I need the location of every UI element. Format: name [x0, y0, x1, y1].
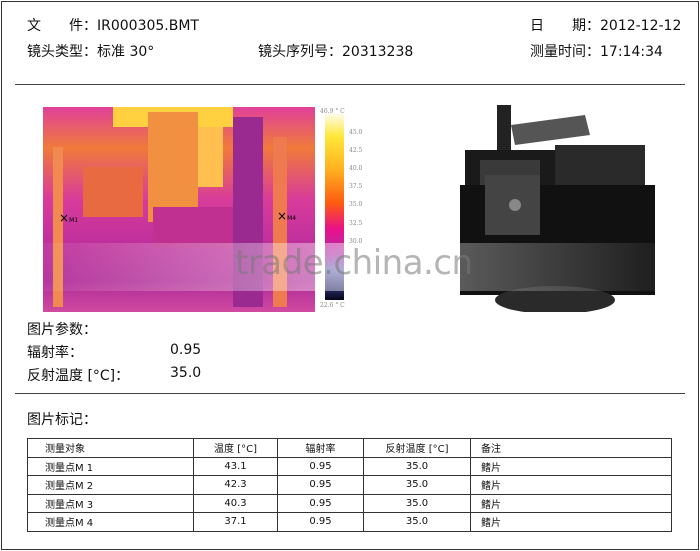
- params-title: 图片参数：: [27, 322, 97, 338]
- cell: 鳍片: [470, 493, 672, 513]
- scale-tick: 42.5: [349, 147, 363, 154]
- time-field: 测量时间：17:14:34: [530, 44, 663, 60]
- cell: 测量点M 4: [27, 512, 194, 532]
- cell: 测量点M 1: [27, 456, 194, 476]
- cell: 0.95: [277, 512, 364, 532]
- date-field: 日 期：2012-12-12: [530, 18, 682, 34]
- table-row: 测量点M 3 40.3 0.95 35.0 鳍片: [27, 493, 672, 513]
- col-header: 辐射率: [277, 438, 364, 458]
- cell: 测量点M 3: [27, 493, 194, 513]
- divider: [15, 393, 685, 394]
- scale-min: 22.6 ° C: [320, 302, 345, 309]
- reflected-temp-value: 35.0: [170, 365, 202, 381]
- scale-tick: 30.0: [349, 238, 363, 245]
- color-scale-bar: [325, 114, 344, 300]
- scale-tick: 40.0: [349, 165, 363, 172]
- lens-type-field: 镜头类型：标准 30°: [27, 44, 155, 60]
- cell: 0.95: [277, 475, 364, 495]
- product-photo: [460, 105, 655, 312]
- table-row: 测量点M 2 42.3 0.95 35.0 鳍片: [27, 475, 672, 495]
- col-header: 反射温度 [°C]: [363, 438, 471, 458]
- cell: 35.0: [363, 475, 471, 495]
- marks-title: 图片标记：: [27, 412, 97, 428]
- cell: 鳍片: [470, 456, 672, 476]
- marker-m4: ×M4: [277, 209, 297, 223]
- divider: [15, 84, 685, 85]
- emissivity-value: 0.95: [170, 342, 202, 358]
- cell: 37.1: [193, 512, 278, 532]
- scale-tick: 45.0: [349, 129, 363, 136]
- col-header: 温度 [°C]: [193, 438, 278, 458]
- thermal-image: ×M1 ×M4: [43, 107, 315, 312]
- col-header: 备注: [470, 438, 672, 458]
- cell: 测量点M 2: [27, 475, 194, 495]
- reflected-temp-label: 反射温度 [°C]：: [27, 368, 130, 384]
- scale-max: 46.9 ° C: [320, 108, 345, 115]
- scale-tick: 37.5: [349, 183, 363, 190]
- watermark: trade.china.cn: [235, 243, 473, 283]
- scale-tick: 32.5: [349, 220, 363, 227]
- cell: 40.3: [193, 493, 278, 513]
- cell: 鳍片: [470, 475, 672, 495]
- cell: 0.95: [277, 493, 364, 513]
- table-header: 测量对象 温度 [°C] 辐射率 反射温度 [°C] 备注: [27, 438, 672, 458]
- marker-m1: ×M1: [59, 211, 79, 225]
- cell: 35.0: [363, 512, 471, 532]
- measurement-table: 测量对象 温度 [°C] 辐射率 反射温度 [°C] 备注 测量点M 1 43.1…: [27, 438, 672, 532]
- cell: 35.0: [363, 493, 471, 513]
- cell: 43.1: [193, 456, 278, 476]
- table-row: 测量点M 4 37.1 0.95 35.0 鳍片: [27, 512, 672, 532]
- cell: 0.95: [277, 456, 364, 476]
- watermark-band: [0, 243, 700, 291]
- col-header: 测量对象: [27, 438, 194, 458]
- scale-tick: 35.0: [349, 201, 363, 208]
- cell: 42.3: [193, 475, 278, 495]
- table-row: 测量点M 1 43.1 0.95 35.0 鳍片: [27, 456, 672, 476]
- file-field: 文 件：IR000305.BMT: [27, 18, 199, 34]
- cell: 鳍片: [470, 512, 672, 532]
- cell: 35.0: [363, 456, 471, 476]
- emissivity-label: 辐射率：: [27, 345, 83, 361]
- lens-serial-field: 镜头序列号：20313238: [258, 44, 414, 60]
